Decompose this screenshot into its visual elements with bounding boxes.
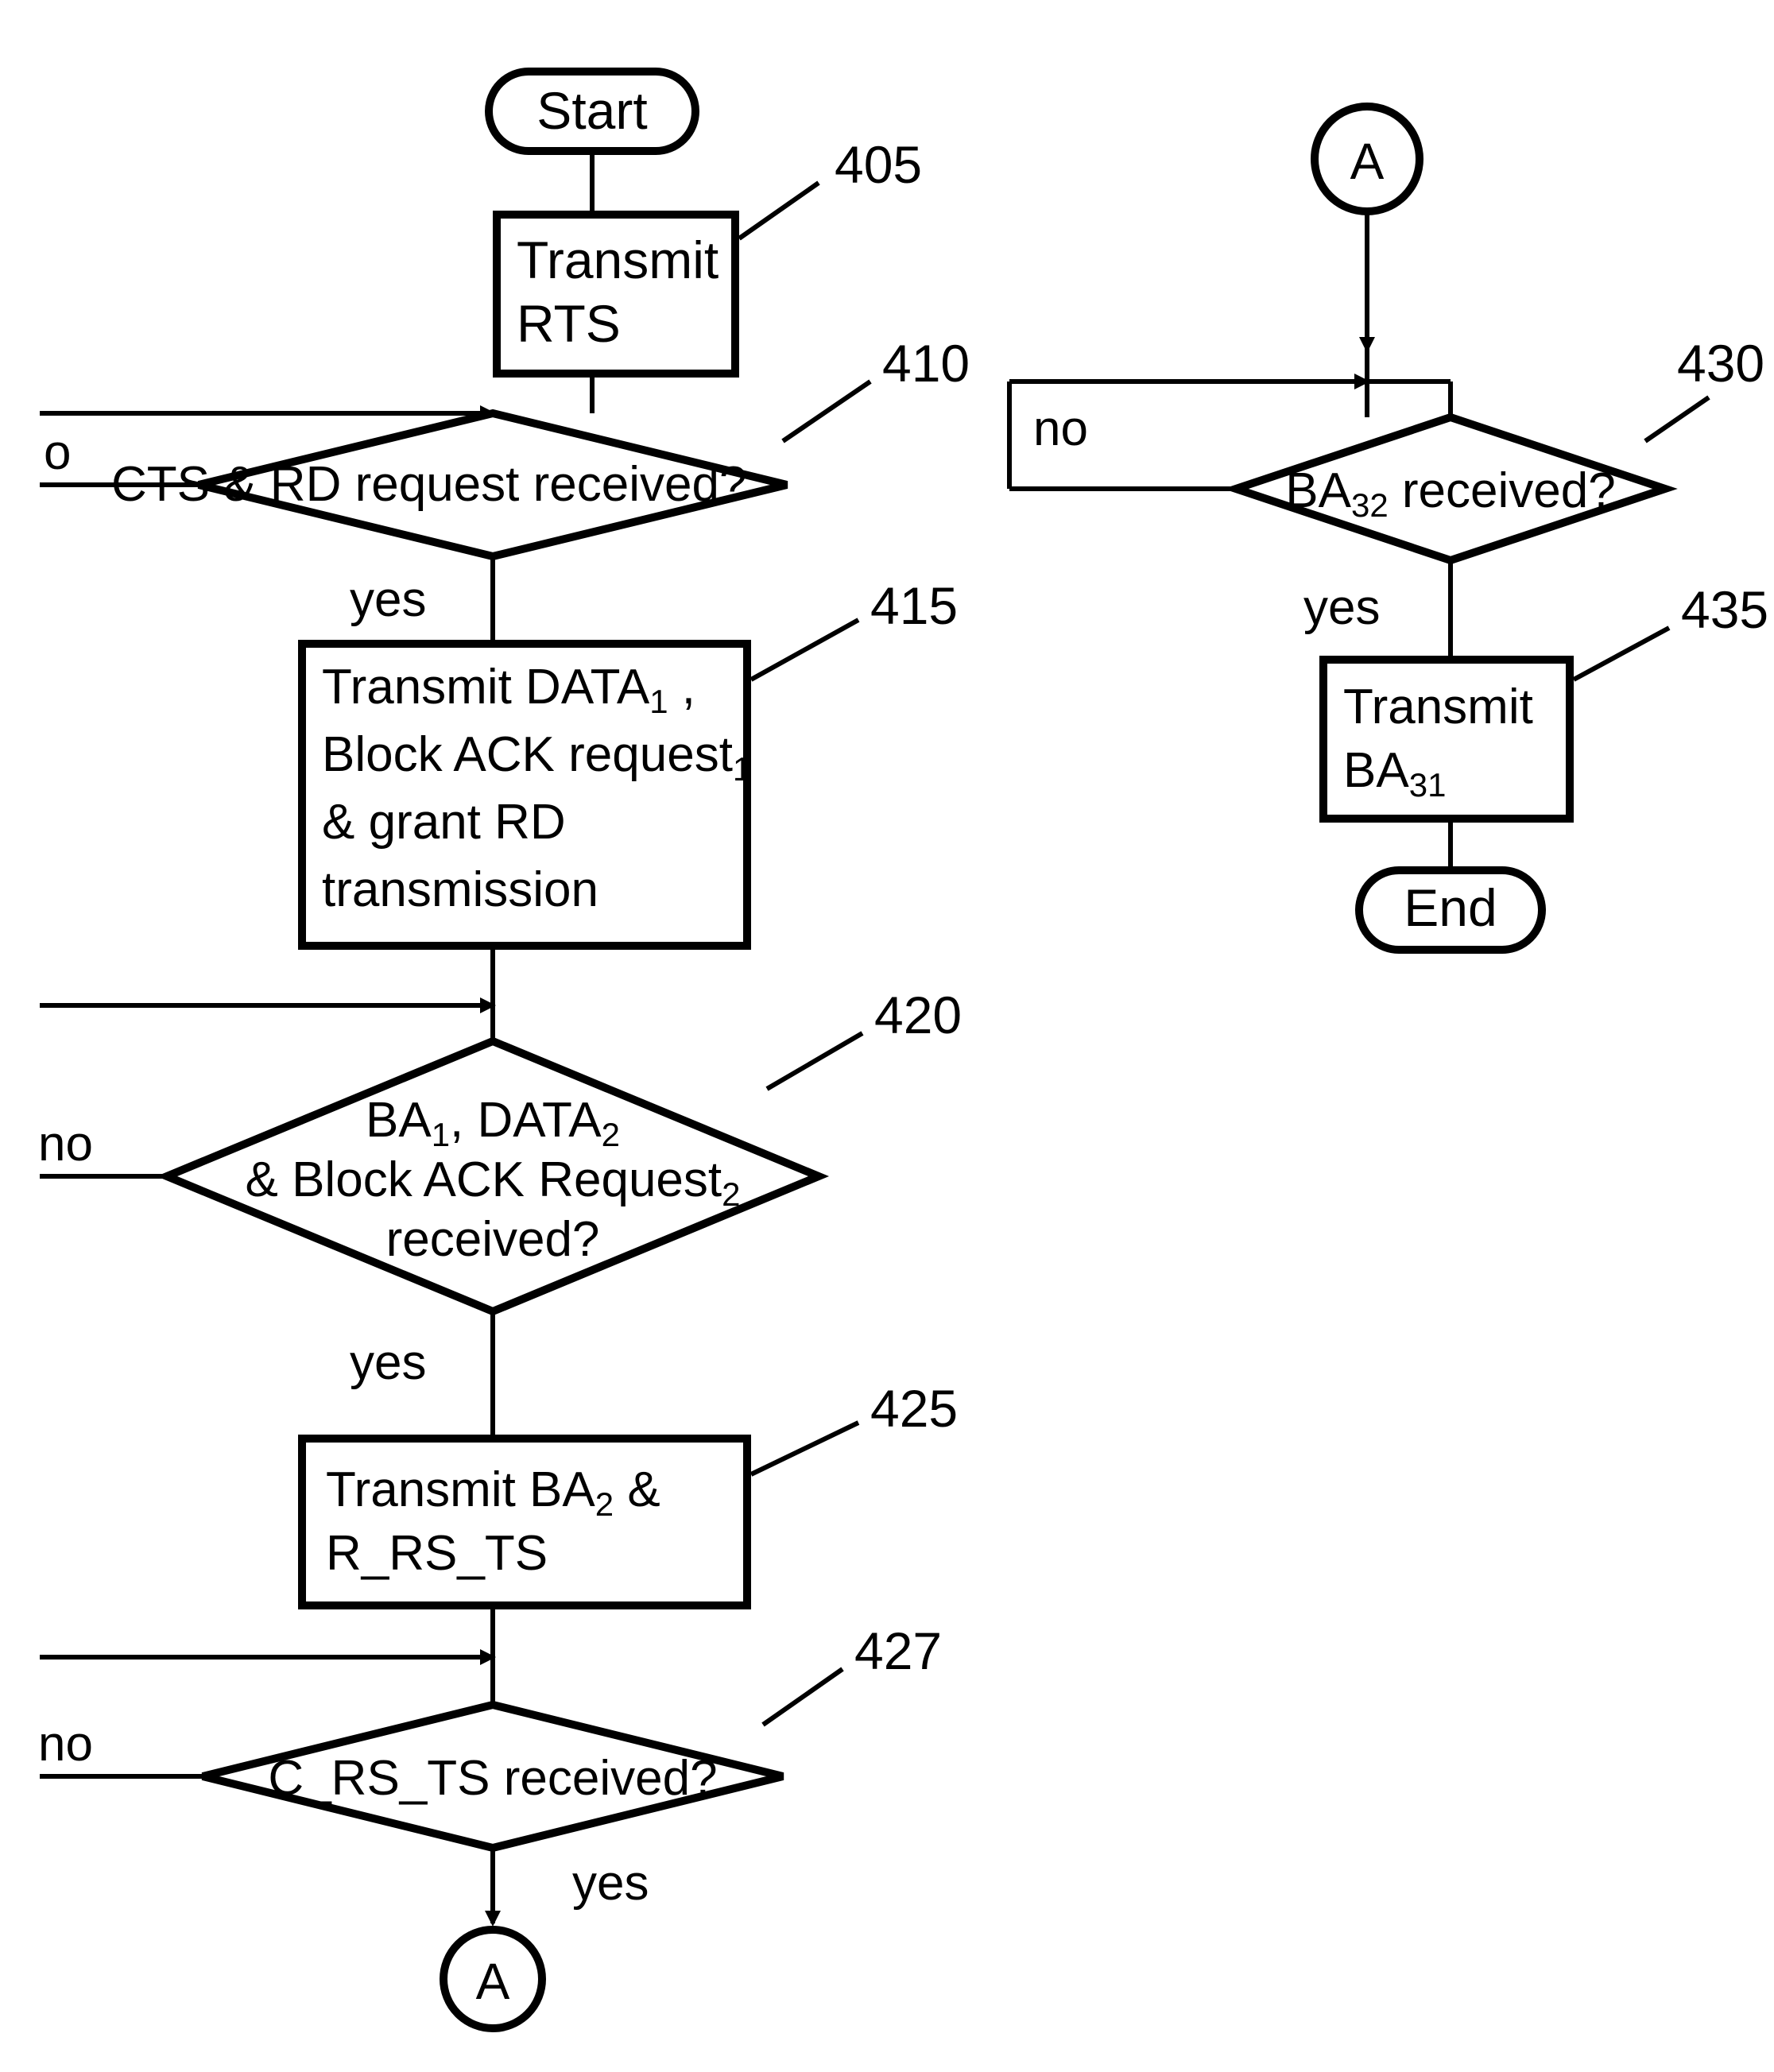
n435-process: Transmit BA31 [1323, 660, 1570, 819]
connector-a-in: A [1315, 107, 1420, 211]
n420-yes: yes [350, 1335, 426, 1390]
n425-l2: R_RS_TS [326, 1526, 548, 1581]
ref-410: 410 [882, 334, 970, 393]
n427-text: C_RS_TS received? [268, 1751, 717, 1806]
n427-decision: C_RS_TS received? [203, 1705, 783, 1848]
ref-425: 425 [870, 1379, 958, 1438]
ref-435: 435 [1681, 580, 1768, 639]
connA1-label: A [476, 1953, 510, 2010]
n405-process: Transmit RTS [497, 215, 735, 374]
n420-l3: received? [386, 1212, 600, 1267]
n427-no: no [38, 1717, 93, 1772]
n415-l2: Block ACK request1 [322, 727, 751, 788]
end-label: End [1404, 878, 1497, 937]
ref-405: 405 [835, 135, 922, 194]
ref-430: 430 [1677, 334, 1764, 393]
ref-420: 420 [874, 986, 962, 1044]
n405-line1: Transmit [517, 230, 719, 289]
n427-yes: yes [572, 1856, 649, 1911]
n415-process: Transmit DATA1 , Block ACK request1 & gr… [302, 644, 751, 946]
n420-no: no [38, 1117, 93, 1172]
start-label: Start [536, 81, 647, 140]
n430-no: no [1033, 401, 1088, 456]
end-node: End [1359, 870, 1542, 950]
n415-l1: Transmit DATA1 , [322, 660, 695, 720]
n425-process: Transmit BA2 & R_RS_TS [302, 1439, 747, 1605]
n410-yes: yes [350, 572, 426, 627]
n430-decision: BA32 received? [1236, 417, 1665, 560]
n430-yes: yes [1303, 580, 1380, 635]
start-node: Start [489, 72, 695, 151]
ref-427: 427 [854, 1621, 942, 1680]
n435-l1: Transmit [1343, 680, 1533, 734]
n415-l3: & grant RD [322, 795, 566, 850]
n405-line2: RTS [517, 294, 621, 353]
n430-text: BA32 received? [1285, 463, 1616, 524]
n410-text: CTS & RD request received? [111, 457, 746, 512]
n420-l2: & Block ACK Request2 [246, 1152, 741, 1213]
n420-l1: BA1, DATA2 [366, 1093, 620, 1153]
n410-no: o [44, 425, 71, 480]
ref-415: 415 [870, 576, 958, 635]
n420-decision: BA1, DATA2 & Block ACK Request2 received… [167, 1041, 819, 1311]
n415-l4: transmission [322, 862, 598, 917]
connector-a-out: A [444, 1930, 542, 2028]
connA2-label: A [1350, 133, 1385, 190]
